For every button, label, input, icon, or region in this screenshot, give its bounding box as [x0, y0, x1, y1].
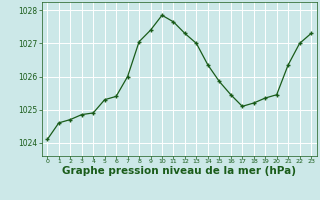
- X-axis label: Graphe pression niveau de la mer (hPa): Graphe pression niveau de la mer (hPa): [62, 166, 296, 176]
